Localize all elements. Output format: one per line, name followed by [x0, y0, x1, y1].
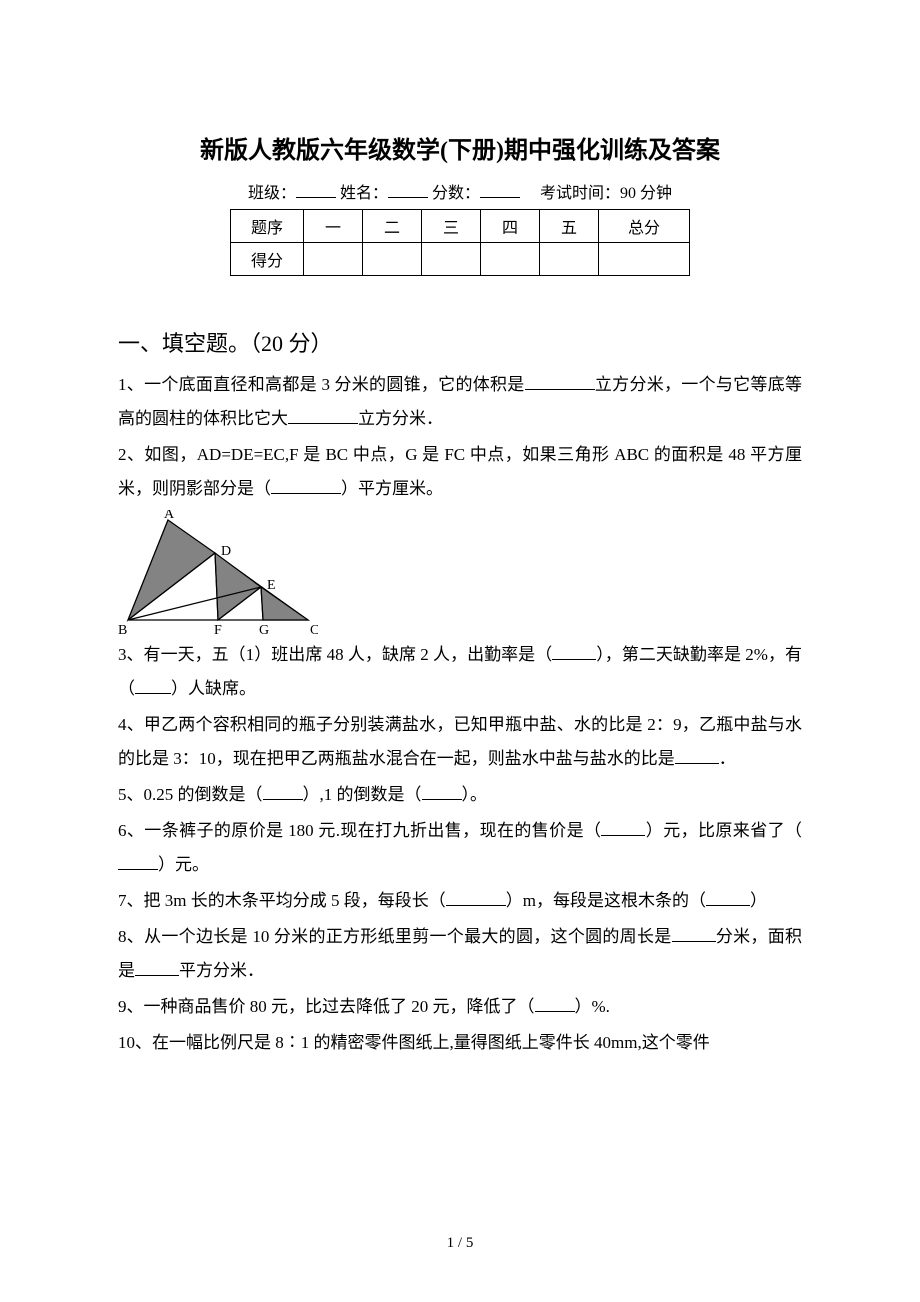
td-total	[599, 243, 690, 276]
q1-blank-2	[288, 407, 358, 424]
q2-text-a: 2、如图，AD=DE=EC,F 是 BC 中点，G 是 FC 中点，如果三角形 …	[118, 445, 802, 498]
svg-text:G: G	[259, 623, 269, 636]
question-2: 2、如图，AD=DE=EC,F 是 BC 中点，G 是 FC 中点，如果三角形 …	[118, 438, 802, 506]
q9-text-a: 9、一种商品售价 80 元，比过去降低了 20 元，降低了（	[118, 997, 535, 1016]
q5-text-a: 5、0.25 的倒数是（	[118, 785, 263, 804]
td-s2	[363, 243, 422, 276]
q6-blank-2	[118, 853, 158, 870]
name-blank	[388, 181, 428, 198]
score-table-header-row: 题序 一 二 三 四 五 总分	[231, 210, 690, 243]
exam-title: 新版人教版六年级数学(下册)期中强化训练及答案	[118, 130, 802, 165]
page-footer: 1 / 5	[0, 1235, 920, 1252]
svg-text:B: B	[118, 623, 127, 636]
q2-text-b: ）平方厘米。	[341, 479, 443, 498]
q1-blank-1	[525, 373, 595, 390]
triangle-figure: A B C D E F G	[118, 510, 318, 636]
class-blank	[296, 181, 336, 198]
svg-text:F: F	[214, 623, 222, 636]
q3-text-c: ）人缺席。	[171, 679, 256, 698]
q7-text-b: ）m，每段是这根木条的（	[506, 891, 706, 910]
th-total: 总分	[599, 210, 690, 243]
q9-text-b: ）%.	[575, 997, 610, 1016]
q8-text-a: 8、从一个边长是 10 分米的正方形纸里剪一个最大的圆，这个圆的周长是	[118, 927, 672, 946]
q6-blank-1	[601, 819, 645, 836]
q5-text-b: ）,1 的倒数是（	[303, 785, 422, 804]
q3-blank-2	[135, 677, 171, 694]
th-seq: 题序	[231, 210, 304, 243]
time-label: 考试时间：90 分钟	[540, 185, 672, 202]
question-1: 1、一个底面直径和高都是 3 分米的圆锥，它的体积是立方分米，一个与它等底等高的…	[118, 368, 802, 436]
td-score-label: 得分	[231, 243, 304, 276]
q5-blank-1	[263, 783, 303, 800]
section-1-heading: 一、填空题。（20 分）	[118, 326, 802, 358]
score-table: 题序 一 二 三 四 五 总分 得分	[230, 209, 690, 276]
q1-text-c: 立方分米．	[358, 409, 443, 428]
question-5: 5、0.25 的倒数是（ ）,1 的倒数是（ ）。	[118, 778, 802, 812]
q5-text-c: ）。	[462, 785, 488, 804]
score-label: 分数：	[432, 185, 480, 202]
question-9: 9、一种商品售价 80 元，比过去降低了 20 元，降低了（ ）%.	[118, 990, 802, 1024]
q7-text-c: ）	[750, 891, 767, 910]
question-4: 4、甲乙两个容积相同的瓶子分别装满盐水，已知甲瓶中盐、水的比是 2：9，乙瓶中盐…	[118, 708, 802, 776]
td-s4	[481, 243, 540, 276]
meta-line: 班级： 姓名： 分数： 考试时间：90 分钟	[118, 179, 802, 203]
q7-blank-1	[446, 889, 506, 906]
svg-text:A: A	[164, 510, 175, 522]
question-3: 3、有一天，五（1）班出席 48 人，缺席 2 人，出勤率是（），第二天缺勤率是…	[118, 638, 802, 706]
td-s1	[304, 243, 363, 276]
q2-blank-1	[271, 477, 341, 494]
question-7: 7、把 3m 长的木条平均分成 5 段，每段长（ ）m，每段是这根木条的（ ）	[118, 884, 802, 918]
q4-blank-1	[675, 747, 719, 764]
q8-blank-2	[135, 959, 179, 976]
question-10: 10、在一幅比例尺是 8∶1 的精密零件图纸上,量得图纸上零件长 40mm,这个…	[118, 1026, 802, 1060]
th-4: 四	[481, 210, 540, 243]
score-table-score-row: 得分	[231, 243, 690, 276]
q6-text-b: ）元，比原来省了（	[645, 821, 802, 840]
q3-blank-1	[552, 643, 596, 660]
question-8: 8、从一个边长是 10 分米的正方形纸里剪一个最大的圆，这个圆的周长是分米，面积…	[118, 920, 802, 988]
q9-blank-1	[535, 995, 575, 1012]
q6-text-c: ）元。	[158, 855, 209, 874]
q4-text-b: ．	[719, 749, 736, 768]
q5-blank-2	[422, 783, 462, 800]
q8-blank-1	[672, 925, 716, 942]
class-label: 班级：	[248, 185, 296, 202]
q1-text-a: 1、一个底面直径和高都是 3 分米的圆锥，它的体积是	[118, 375, 525, 394]
q3-text-a: 3、有一天，五（1）班出席 48 人，缺席 2 人，出勤率是（	[118, 645, 552, 664]
td-s3	[422, 243, 481, 276]
th-5: 五	[540, 210, 599, 243]
svg-text:C: C	[310, 623, 318, 636]
svg-text:E: E	[267, 578, 276, 593]
q8-text-c: 平方分米．	[179, 961, 264, 980]
question-6: 6、一条裤子的原价是 180 元.现在打九折出售，现在的售价是（ ）元，比原来省了…	[118, 814, 802, 882]
th-2: 二	[363, 210, 422, 243]
q7-text-a: 7、把 3m 长的木条平均分成 5 段，每段长（	[118, 891, 446, 910]
q10-text: 10、在一幅比例尺是 8∶1 的精密零件图纸上,量得图纸上零件长 40mm,这个…	[118, 1033, 710, 1052]
score-blank	[480, 181, 520, 198]
th-1: 一	[304, 210, 363, 243]
q7-blank-2	[706, 889, 750, 906]
q6-text-a: 6、一条裤子的原价是 180 元.现在打九折出售，现在的售价是（	[118, 821, 601, 840]
svg-text:D: D	[221, 544, 231, 559]
name-label: 姓名：	[340, 185, 388, 202]
td-s5	[540, 243, 599, 276]
th-3: 三	[422, 210, 481, 243]
exam-page: 新版人教版六年级数学(下册)期中强化训练及答案 班级： 姓名： 分数： 考试时间…	[0, 0, 920, 1302]
